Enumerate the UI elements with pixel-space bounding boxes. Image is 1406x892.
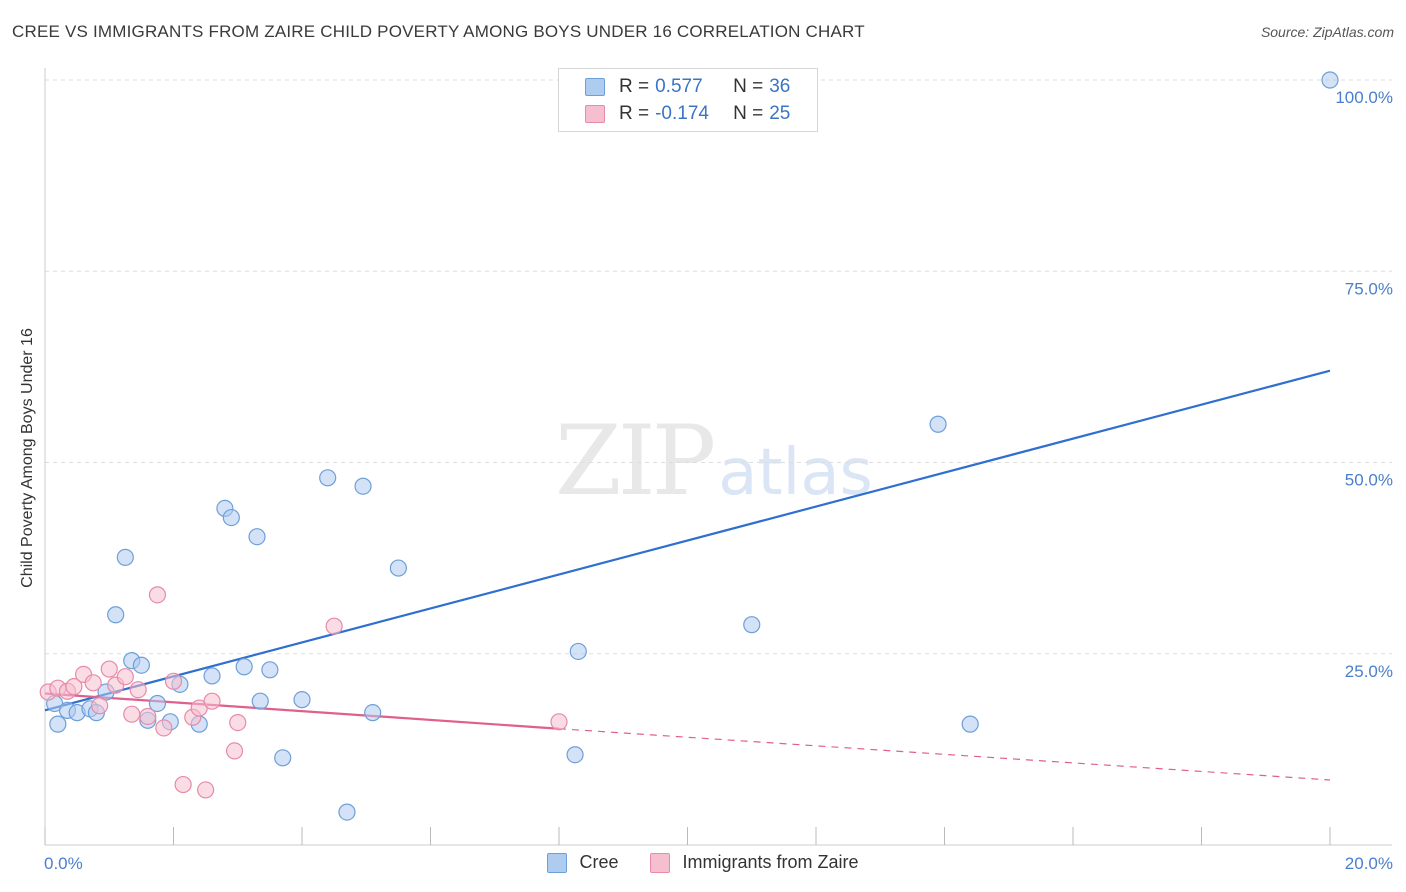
y-tick-label: 25.0% (1345, 662, 1393, 681)
data-point-zaire (129, 681, 147, 699)
legend-label-cree: Cree (579, 852, 619, 872)
axes (44, 68, 1392, 846)
data-point-cree (132, 656, 150, 674)
data-point-cree (319, 469, 337, 487)
legend-n-label: N = (733, 76, 764, 97)
trend-lines (44, 369, 1331, 781)
data-point-zaire (197, 781, 215, 799)
data-point-zaire (550, 713, 568, 731)
legend-item-cree: Cree (547, 852, 618, 873)
grid-lines (45, 79, 1392, 655)
data-point-cree (1321, 71, 1339, 89)
data-point-cree (743, 616, 761, 634)
legend-r-value: 0.577 (655, 76, 703, 97)
data-point-cree (566, 746, 584, 764)
data-point-cree (148, 694, 167, 713)
tick-labels: 25.0% 50.0% 75.0% 100.0% 0.0% 20.0% (44, 88, 1393, 873)
data-point-zaire (100, 660, 118, 678)
y-tick-label: 100.0% (1335, 88, 1393, 107)
chart-title: CREE VS IMMIGRANTS FROM ZAIRE CHILD POVE… (12, 22, 865, 41)
data-point-zaire (164, 672, 183, 690)
data-points (39, 71, 1339, 821)
data-point-cree (389, 559, 407, 577)
data-point-zaire (155, 719, 173, 737)
legend-swatch-zaire (650, 852, 671, 873)
correlation-legend: R = 0.577 N = 36 R = -0.174 N = 25 (558, 68, 818, 132)
data-point-zaire (65, 678, 83, 696)
legend-r-label: R = (619, 76, 650, 97)
legend-n-label: N = (733, 103, 764, 124)
data-point-zaire (91, 697, 109, 715)
data-point-zaire (229, 713, 247, 732)
data-point-cree (293, 691, 311, 709)
series-legend: Cree Immigrants from Zaire (0, 852, 1406, 873)
data-point-zaire (123, 705, 141, 723)
data-point-cree (107, 606, 125, 624)
watermark-zip: ZIP (555, 405, 716, 517)
y-tick-label: 50.0% (1345, 471, 1393, 490)
data-point-zaire (174, 775, 192, 794)
data-point-zaire (225, 742, 244, 760)
legend-r-label: R = (619, 103, 650, 124)
watermark: ZIPatlas (555, 405, 873, 517)
legend-item-zaire: Immigrants from Zaire (650, 852, 859, 873)
data-point-cree (248, 528, 266, 546)
data-point-cree (261, 661, 279, 679)
data-point-zaire (139, 707, 157, 726)
trend-line-zaire (558, 728, 1331, 781)
data-point-zaire (325, 617, 343, 635)
data-point-cree (235, 658, 253, 676)
data-point-cree (929, 415, 947, 433)
data-point-cree (203, 667, 221, 685)
legend-row-zaire: R = -0.174 N = 25 (585, 102, 790, 126)
data-point-zaire (148, 586, 167, 604)
source-note: Source: ZipAtlas.com (1260, 24, 1394, 40)
data-point-cree (251, 692, 269, 710)
legend-label-zaire: Immigrants from Zaire (682, 852, 859, 872)
data-point-cree (222, 508, 240, 527)
trend-line-zaire (44, 692, 560, 730)
data-point-cree (338, 803, 356, 821)
data-point-cree (49, 715, 67, 733)
legend-r-value: -0.174 (655, 103, 709, 124)
data-point-cree (961, 715, 979, 733)
legend-n-value: 25 (769, 103, 791, 124)
data-point-cree (354, 477, 372, 495)
data-point-zaire (116, 668, 134, 686)
y-tick-label: 75.0% (1345, 279, 1393, 298)
legend-swatch-cree (585, 78, 605, 96)
legend-swatch-zaire (585, 105, 605, 123)
legend-row-cree: R = 0.577 N = 36 (585, 75, 790, 99)
data-point-cree (364, 704, 382, 722)
data-point-zaire (203, 692, 221, 710)
data-point-zaire (84, 674, 102, 692)
data-point-cree (274, 749, 292, 767)
x-tick-label: 20.0% (1345, 854, 1393, 873)
data-point-cree (569, 642, 587, 661)
trend-line-cree (44, 369, 1331, 712)
legend-n-value: 36 (769, 76, 791, 97)
legend-swatch-cree (547, 852, 568, 873)
data-point-cree (116, 548, 134, 566)
x-tick-label: 0.0% (44, 854, 83, 873)
